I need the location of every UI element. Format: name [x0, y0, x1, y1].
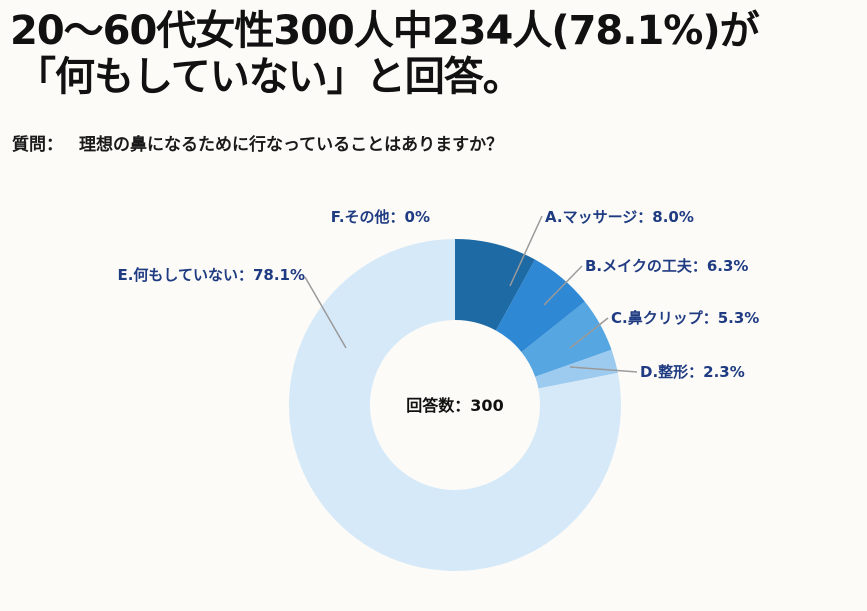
question-prefix: 質問： [12, 135, 63, 155]
headline: 20〜60代女性300人中234人(78.1%)が 「何もしていない」と回答。 [10, 8, 760, 100]
leader-line-a [509, 215, 543, 287]
slice-label-b: B.メイクの工夫：6.3% [585, 257, 748, 275]
slice-label-d: D.整形：2.3% [640, 363, 745, 381]
question-text: 理想の鼻になるために行なっていることはありますか？ [79, 135, 504, 155]
leader-line-b [543, 265, 583, 306]
center-total-label: 回答数：300 [406, 396, 503, 415]
slice-e [288, 239, 621, 571]
slice-a [455, 239, 535, 331]
headline-line-1: 20〜60代女性300人中234人(78.1%)が [10, 8, 760, 54]
slice-label-e: E.何もしていない：78.1% [117, 266, 305, 284]
slice-label-c: C.鼻クリップ：5.3% [611, 309, 759, 327]
leader-line-e [304, 276, 347, 349]
leader-line-d [569, 366, 638, 373]
slice-b [495, 259, 585, 353]
question: 質問： 理想の鼻になるために行なっていることはありますか？ [12, 130, 503, 155]
slice-label-a: A.マッサージ：8.0% [545, 208, 694, 226]
slice-c [521, 301, 612, 377]
slice-d [535, 349, 618, 389]
headline-line-2: 「何もしていない」と回答。 [16, 54, 523, 100]
leader-line-c [569, 317, 609, 349]
slice-label-f: F.その他：0% [331, 208, 430, 226]
